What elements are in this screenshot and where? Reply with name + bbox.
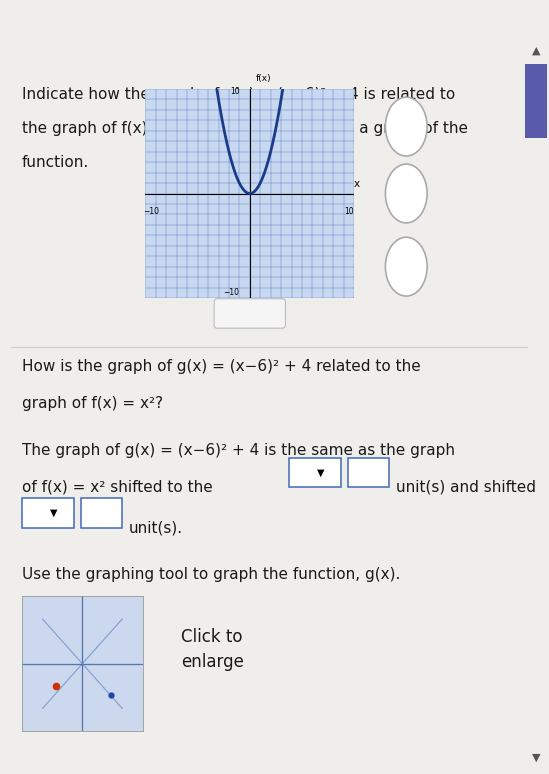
Text: −10: −10 (143, 207, 159, 216)
Text: x: x (354, 179, 360, 189)
Text: ▼: ▼ (531, 753, 540, 763)
FancyBboxPatch shape (289, 457, 341, 487)
Text: f(x): f(x) (256, 74, 272, 83)
Text: 10: 10 (344, 207, 354, 216)
Text: ↗: ↗ (400, 259, 413, 274)
Text: Indicate how the graph of g(x) = (x−6)² + 4 is related to: Indicate how the graph of g(x) = (x−6)² … (22, 87, 455, 101)
Text: unit(s).: unit(s). (128, 520, 183, 536)
Text: 10: 10 (229, 87, 239, 96)
Text: Q: Q (401, 187, 411, 200)
FancyBboxPatch shape (81, 498, 122, 528)
Bar (525, 64, 547, 139)
Text: function.: function. (22, 155, 89, 170)
Text: Use the graphing tool to graph the function, g(x).: Use the graphing tool to graph the funct… (22, 567, 400, 582)
Text: ▲: ▲ (531, 46, 540, 56)
Text: The graph of g(x) = (x−6)² + 4 is the same as the graph: The graph of g(x) = (x−6)² + 4 is the sa… (22, 443, 455, 458)
FancyBboxPatch shape (22, 498, 74, 528)
Text: the graph of f(x) = x², shown below. Sketch a graph of the: the graph of f(x) = x², shown below. Ske… (22, 121, 468, 135)
Text: unit(s) and shifted: unit(s) and shifted (396, 480, 536, 495)
Text: ▼: ▼ (49, 508, 57, 518)
Text: 🔍: 🔍 (402, 120, 410, 133)
Text: ▼: ▼ (317, 467, 324, 478)
FancyBboxPatch shape (348, 457, 389, 487)
Text: −10: −10 (223, 288, 239, 297)
Text: graph of f(x) = x²?: graph of f(x) = x²? (22, 396, 163, 410)
Text: • • •: • • • (238, 308, 262, 317)
Text: How is the graph of g(x) = (x−6)² + 4 related to the: How is the graph of g(x) = (x−6)² + 4 re… (22, 358, 421, 374)
Text: Click to
enlarge: Click to enlarge (181, 628, 244, 670)
Text: of f(x) = x² shifted to the: of f(x) = x² shifted to the (22, 480, 212, 495)
